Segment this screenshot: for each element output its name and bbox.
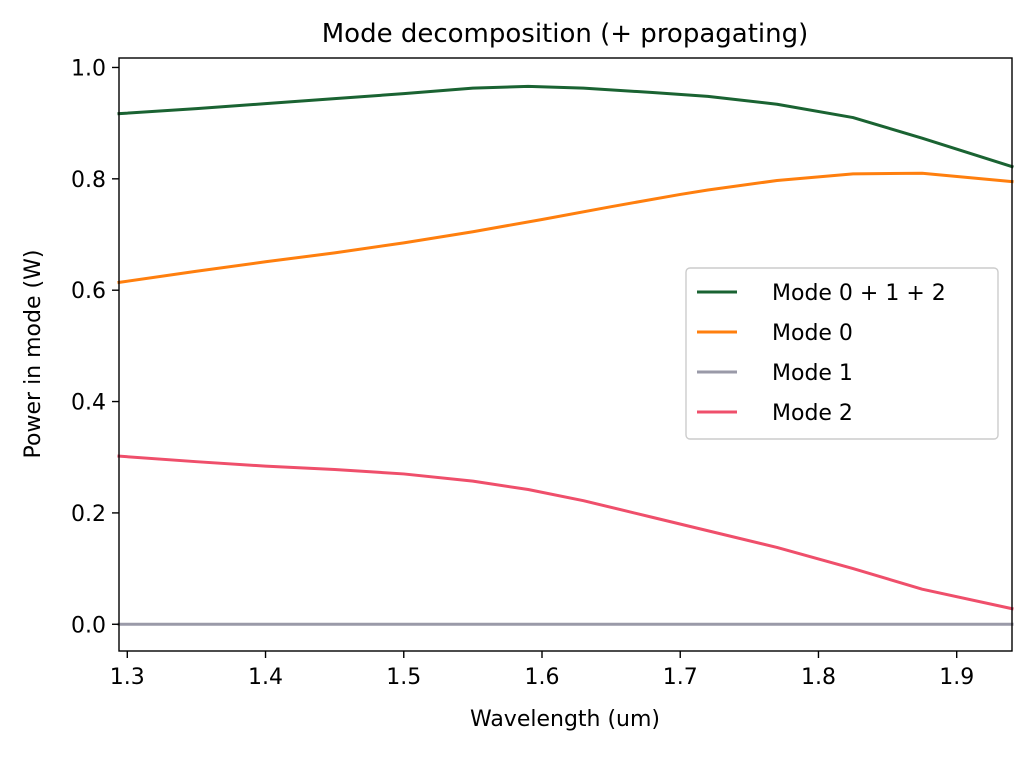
legend-box bbox=[685, 267, 999, 440]
y-tick-label: 1.0 bbox=[71, 56, 106, 81]
plot-frame bbox=[118, 57, 1013, 652]
chart-title: Mode decomposition (+ propagating) bbox=[322, 19, 809, 49]
y-axis-label: Power in mode (W) bbox=[21, 250, 46, 459]
series-line-1 bbox=[117, 171, 1014, 285]
legend-label-1: Mode 0 bbox=[772, 321, 853, 346]
x-tick-label: 1.9 bbox=[939, 665, 974, 690]
legend-label-2: Mode 1 bbox=[772, 361, 853, 386]
x-tick-label: 1.4 bbox=[248, 665, 283, 690]
y-axis: 0.0 0.2 0.4 0.6 0.8 1.0 bbox=[71, 56, 119, 638]
y-tick-label: 0.6 bbox=[71, 279, 106, 304]
x-tick-label: 1.5 bbox=[386, 665, 421, 690]
y-tick-label: 0.0 bbox=[71, 613, 106, 638]
x-tick-label: 1.7 bbox=[663, 665, 698, 690]
x-tick-label: 1.3 bbox=[110, 665, 145, 690]
legend-label-3: Mode 2 bbox=[772, 401, 853, 426]
y-tick-label: 0.2 bbox=[71, 502, 106, 527]
x-tick-label: 1.8 bbox=[801, 665, 836, 690]
series-layer bbox=[117, 84, 1014, 626]
series-line-0 bbox=[117, 84, 1014, 169]
legend-label-0: Mode 0 + 1 + 2 bbox=[772, 281, 946, 306]
legend: Mode 0 + 1 + 2 Mode 0 Mode 1 Mode 2 bbox=[685, 267, 999, 440]
x-axis: 1.3 1.4 1.5 1.6 1.7 1.8 1.9 bbox=[110, 651, 974, 690]
y-tick-label: 0.4 bbox=[71, 391, 106, 416]
x-axis-label: Wavelength (um) bbox=[470, 707, 660, 732]
x-tick-label: 1.6 bbox=[525, 665, 560, 690]
series-line-3 bbox=[117, 454, 1014, 611]
y-tick-label: 0.8 bbox=[71, 168, 106, 193]
